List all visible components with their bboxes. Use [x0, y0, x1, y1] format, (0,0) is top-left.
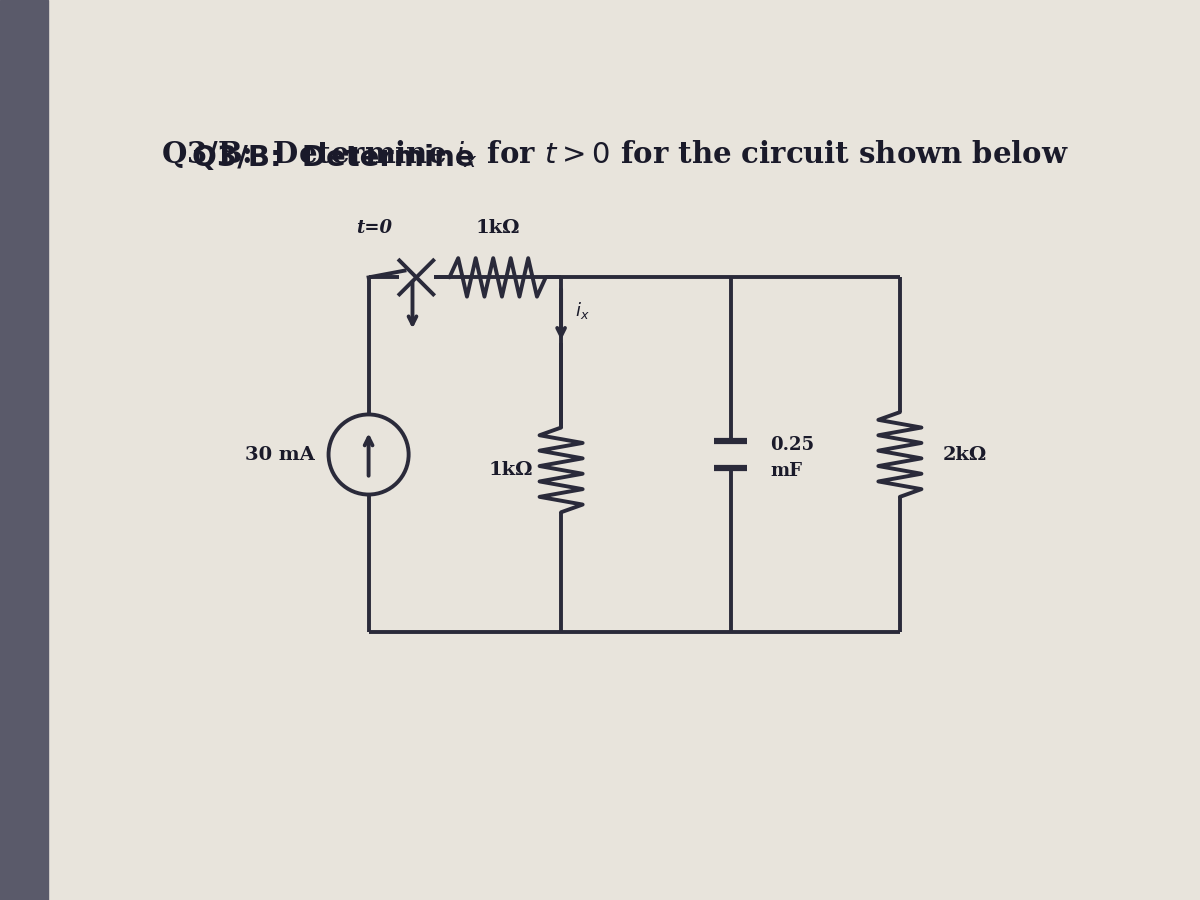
Text: 2kΩ: 2kΩ [942, 446, 986, 464]
Text: 0.25: 0.25 [770, 436, 815, 454]
Text: t=0: t=0 [356, 220, 392, 238]
Text: Q3/B:  Determine $i_x$ for $t > 0$ for the circuit shown below: Q3/B: Determine $i_x$ for $t > 0$ for th… [161, 139, 1069, 170]
Text: Q3/B:  Determine: Q3/B: Determine [192, 144, 485, 172]
Text: $i_x$: $i_x$ [575, 301, 589, 321]
Text: 1kΩ: 1kΩ [488, 461, 533, 479]
Text: mF: mF [770, 463, 803, 481]
Text: 1kΩ: 1kΩ [475, 220, 520, 238]
Text: 30 mA: 30 mA [245, 446, 314, 464]
